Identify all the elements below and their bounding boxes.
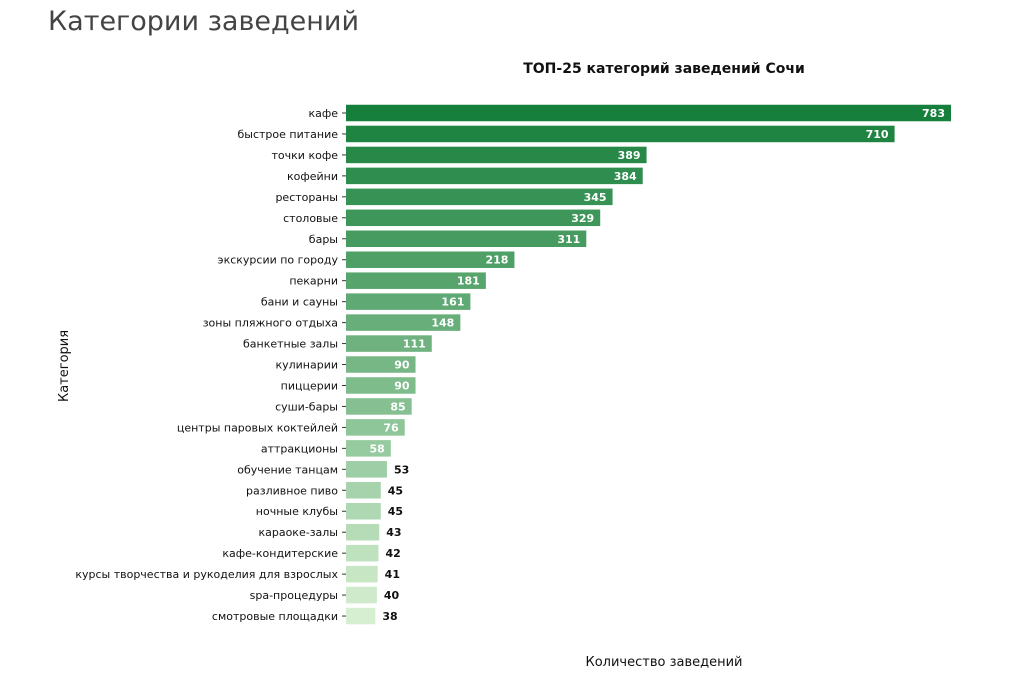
bar bbox=[346, 544, 379, 562]
data-label: 42 bbox=[385, 547, 400, 560]
bar bbox=[346, 419, 405, 436]
bar bbox=[346, 502, 381, 520]
y-tick-label: аттракционы bbox=[261, 442, 338, 455]
data-label: 389 bbox=[618, 149, 641, 162]
y-tick-label: рестораны bbox=[275, 191, 338, 204]
y-tick-label: экскурсии по городу bbox=[218, 254, 339, 267]
y-tick-label: пиццерии bbox=[281, 379, 338, 392]
bar bbox=[346, 565, 378, 583]
data-label: 40 bbox=[384, 589, 400, 602]
bar bbox=[346, 356, 416, 373]
chart-title: ТОП-25 категорий заведений Сочи bbox=[523, 61, 805, 77]
y-tick-label: разливное пиво bbox=[246, 484, 338, 497]
data-label: 45 bbox=[388, 505, 403, 518]
bar bbox=[346, 398, 412, 415]
bar bbox=[346, 209, 601, 227]
y-axis-label: Категория bbox=[57, 330, 72, 402]
data-label: 384 bbox=[614, 170, 637, 183]
page-title: Категории заведений bbox=[48, 6, 360, 37]
bar bbox=[346, 314, 461, 331]
y-tick-label: кафе bbox=[308, 107, 338, 120]
y-tick-label: бани и сауны bbox=[261, 296, 338, 309]
y-tick-label: банкетные залы bbox=[243, 338, 338, 351]
y-tick-label: кафе-кондитерские bbox=[222, 547, 338, 560]
bar bbox=[346, 293, 471, 310]
data-label: 181 bbox=[457, 275, 480, 288]
y-tick-label: быстрое питание bbox=[238, 128, 339, 141]
y-tick-label: бары bbox=[309, 233, 338, 246]
y-tick-label: кофейни bbox=[287, 170, 338, 183]
data-label: 783 bbox=[922, 107, 945, 120]
bar bbox=[346, 230, 587, 248]
data-label: 710 bbox=[866, 128, 889, 141]
bar bbox=[346, 523, 380, 541]
data-label: 345 bbox=[584, 191, 607, 204]
bar bbox=[346, 125, 895, 143]
data-label: 85 bbox=[390, 400, 405, 413]
y-tick-label: столовые bbox=[283, 212, 338, 225]
data-label: 90 bbox=[394, 379, 410, 392]
y-tick-label: точки кофе bbox=[272, 149, 339, 162]
y-tick-label: обучение танцам bbox=[237, 463, 338, 476]
bar bbox=[346, 482, 381, 499]
y-tick-label: курсы творчества и рукоделия для взрослы… bbox=[75, 568, 338, 581]
y-tick-label: смотровые площадки bbox=[212, 610, 338, 623]
bar bbox=[346, 104, 951, 122]
y-tick-label: пекарни bbox=[289, 275, 338, 288]
bar bbox=[346, 607, 376, 625]
y-tick-label: караоке-залы bbox=[258, 526, 338, 539]
x-axis-label: Количество заведений bbox=[585, 655, 742, 670]
bar bbox=[346, 440, 391, 457]
y-tick-label: кулинарии bbox=[275, 359, 338, 372]
bar bbox=[346, 251, 515, 268]
data-label: 329 bbox=[571, 212, 594, 225]
bar bbox=[346, 461, 387, 478]
data-label: 76 bbox=[383, 421, 399, 434]
data-label: 45 bbox=[388, 484, 403, 497]
bar bbox=[346, 146, 647, 164]
y-tick-label: spa-процедуры bbox=[250, 589, 338, 602]
data-label: 58 bbox=[370, 442, 385, 455]
bar bbox=[346, 377, 416, 394]
y-tick-label: ночные клубы bbox=[256, 505, 338, 518]
data-label: 43 bbox=[386, 526, 401, 539]
data-label: 41 bbox=[385, 568, 400, 581]
bar bbox=[346, 335, 432, 352]
data-label: 161 bbox=[441, 296, 464, 309]
y-tick-label: суши-бары bbox=[275, 400, 338, 413]
data-label: 38 bbox=[382, 610, 397, 623]
data-label: 90 bbox=[394, 359, 410, 372]
bar bbox=[346, 167, 643, 185]
bar bbox=[346, 188, 613, 206]
data-label: 53 bbox=[394, 463, 409, 476]
data-label: 311 bbox=[557, 233, 580, 246]
bar bbox=[346, 272, 486, 289]
y-tick-label: центры паровых коктейлей bbox=[177, 421, 338, 434]
data-label: 218 bbox=[485, 254, 508, 267]
bar bbox=[346, 586, 377, 604]
data-label: 148 bbox=[431, 317, 454, 330]
y-tick-label: зоны пляжного отдыха bbox=[203, 317, 338, 330]
data-label: 111 bbox=[403, 338, 426, 351]
